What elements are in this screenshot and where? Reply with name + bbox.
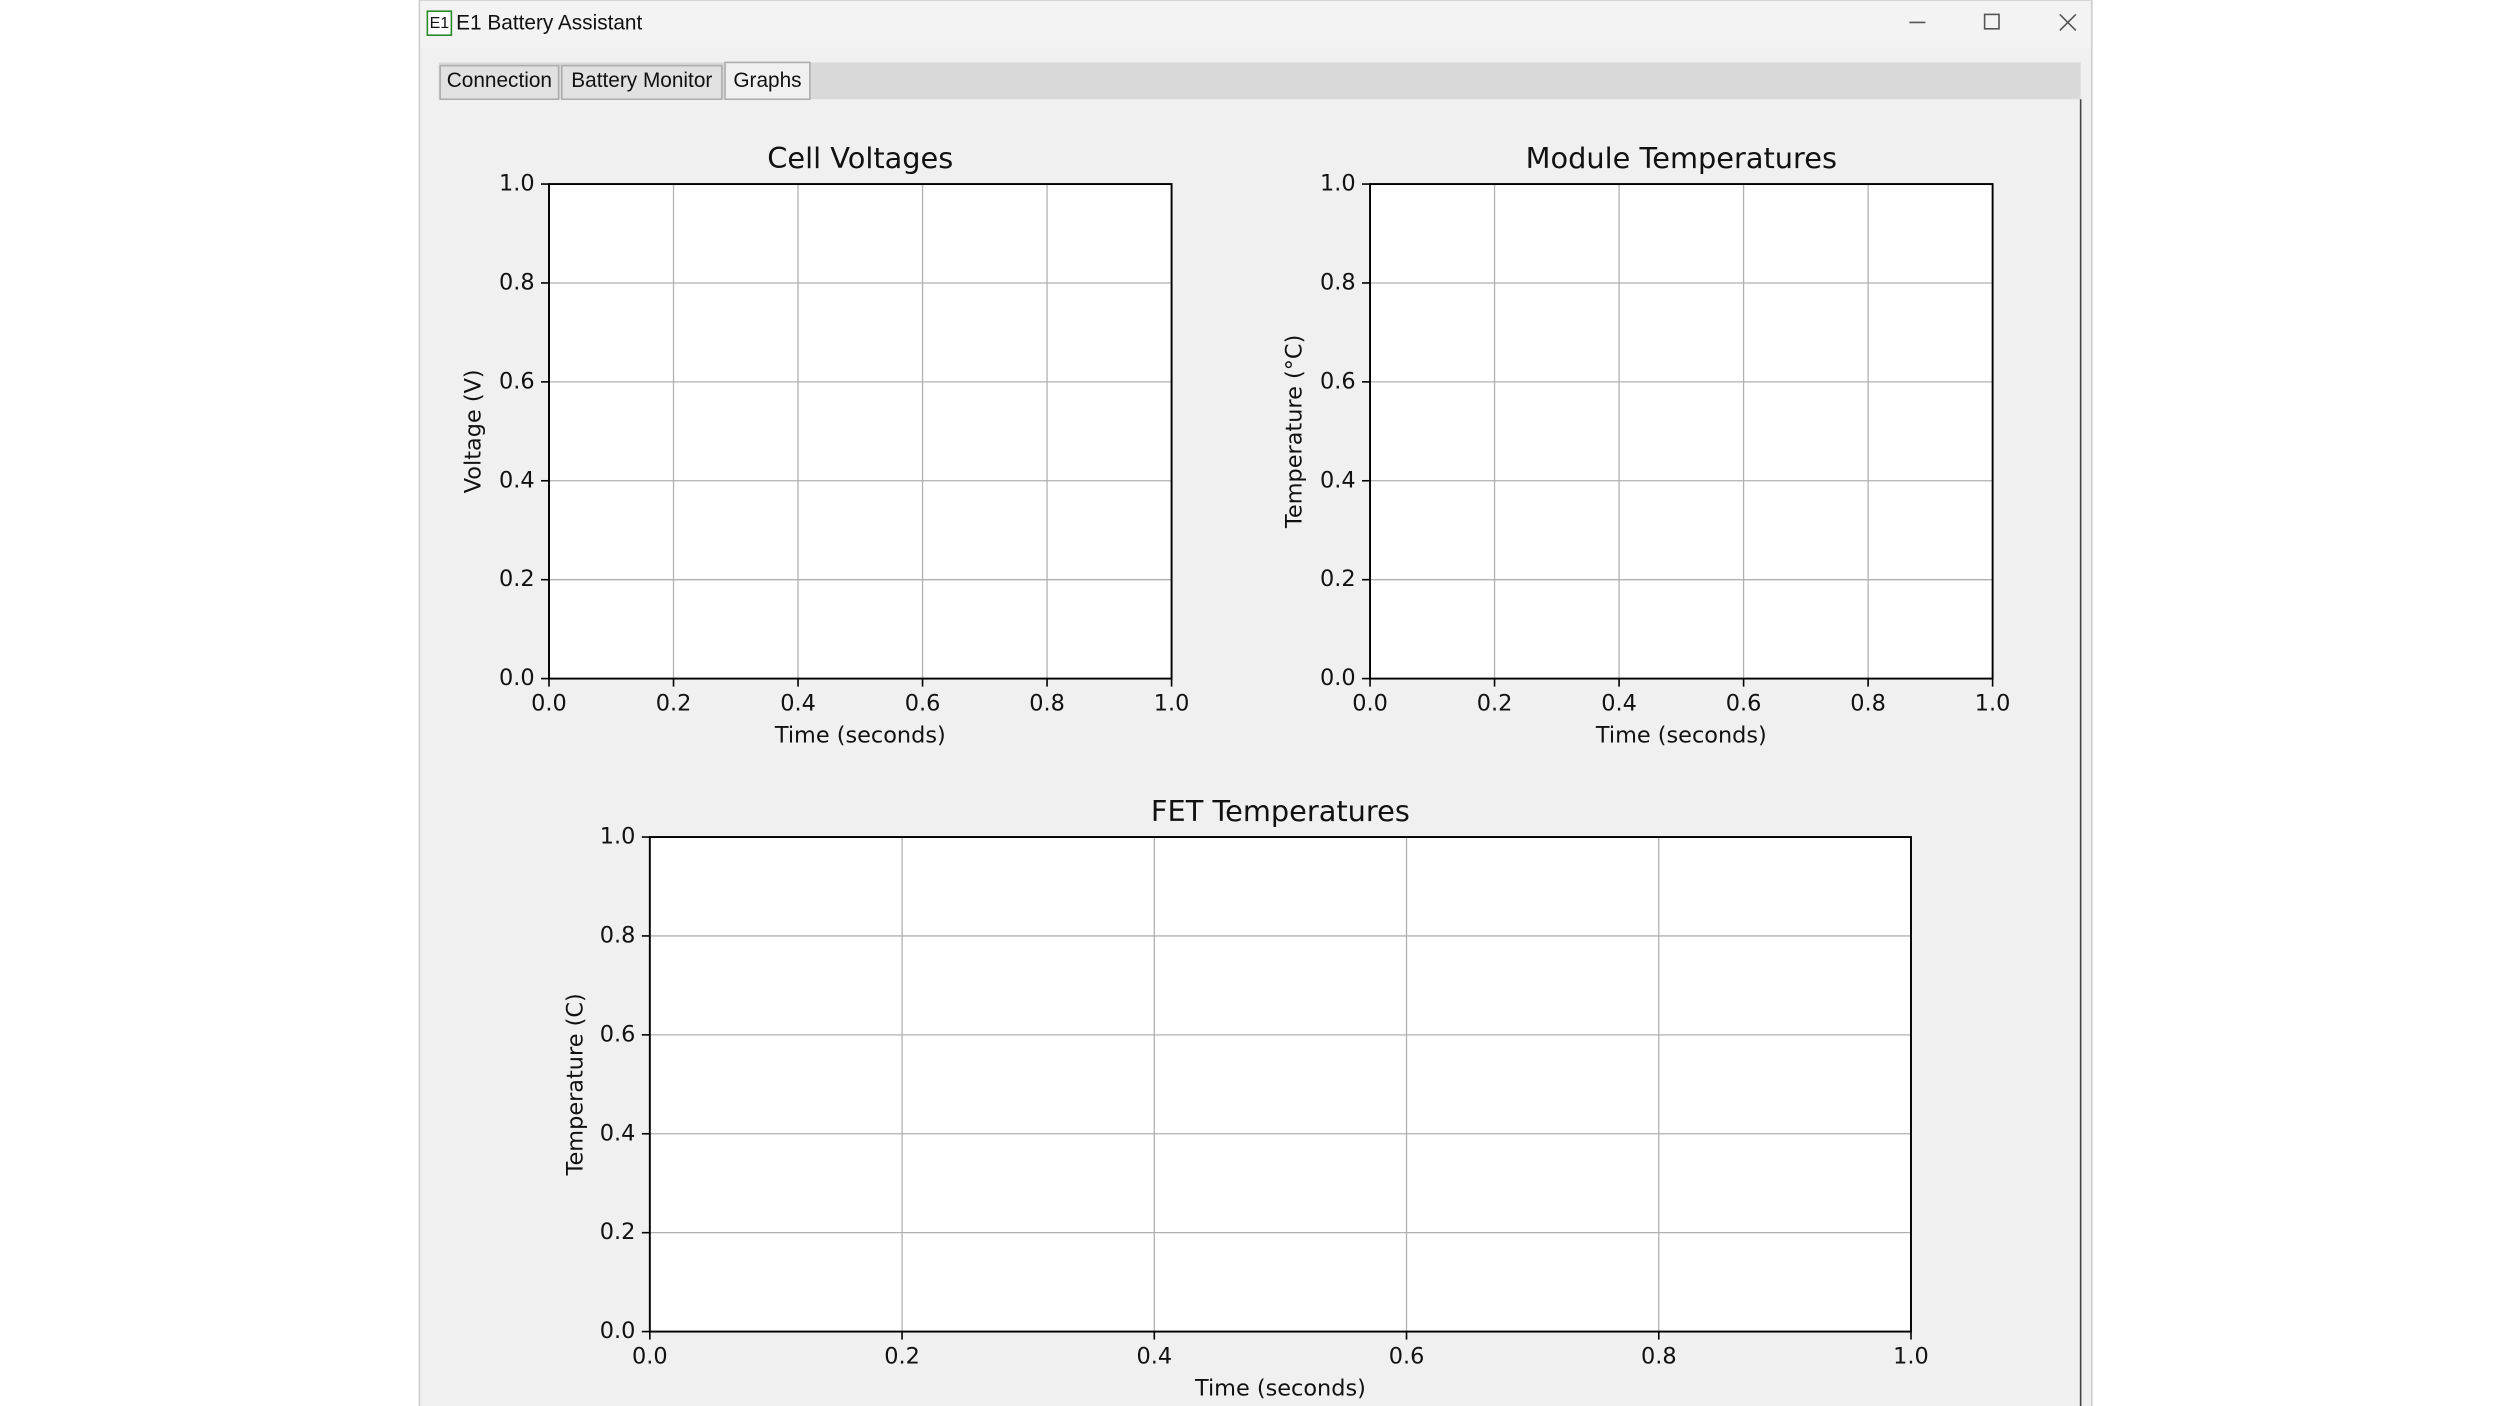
chart-title: FET Temperatures — [1151, 794, 1410, 828]
y-tick-label: 0.4 — [499, 467, 535, 493]
plot-area — [1370, 184, 1993, 679]
tab[interactable] — [561, 64, 723, 101]
y-axis-label: Voltage (V) — [460, 369, 486, 493]
x-tick-label: 0.2 — [656, 691, 692, 717]
content-border — [2079, 99, 2082, 1406]
plot-area — [549, 184, 1172, 679]
tab-label[interactable]: Graphs — [733, 69, 801, 92]
x-tick-label: 0.6 — [1726, 691, 1762, 717]
x-tick-label: 0.6 — [905, 691, 941, 717]
y-tick-label: 0.0 — [1320, 665, 1356, 691]
tab-label[interactable]: Connection — [447, 69, 552, 92]
plot-frame — [648, 836, 1912, 1333]
x-tick-label: 0.0 — [1352, 691, 1388, 717]
maximize-button[interactable] — [1983, 13, 2000, 30]
y-tick-label: 1.0 — [1320, 171, 1356, 197]
x-tick-label: 0.8 — [1029, 691, 1065, 717]
x-tick-label: 1.0 — [1975, 691, 2011, 717]
x-tick-label: 1.0 — [1893, 1344, 1929, 1370]
y-tick-label: 0.8 — [600, 922, 636, 948]
tab[interactable] — [724, 61, 811, 101]
y-tick-label: 0.6 — [1320, 368, 1356, 394]
y-tick-label: 0.6 — [499, 368, 535, 394]
y-tick-label: 0.6 — [600, 1021, 636, 1047]
y-tick-label: 0.0 — [600, 1318, 636, 1344]
x-axis-label: Time (seconds) — [1595, 723, 1767, 749]
x-tick-label: 1.0 — [1154, 691, 1190, 717]
tab[interactable] — [439, 64, 560, 101]
x-tick-label: 0.0 — [632, 1344, 668, 1370]
x-axis-label: Time (seconds) — [1194, 1376, 1366, 1402]
app-icon — [426, 10, 453, 37]
y-tick-label: 0.4 — [600, 1120, 636, 1146]
y-tick-label: 0.2 — [1320, 566, 1356, 592]
y-tick-label: 0.2 — [499, 566, 535, 592]
chart-title: Cell Voltages — [767, 141, 953, 175]
plot-frame — [1369, 183, 1994, 680]
tab-label[interactable]: Battery Monitor — [571, 69, 712, 92]
x-tick-label: 0.6 — [1389, 1344, 1425, 1370]
y-tick-label: 0.0 — [499, 665, 535, 691]
app-icon-text: E1 — [430, 15, 450, 32]
plot-frame — [548, 183, 1173, 680]
y-tick-label: 0.8 — [1320, 269, 1356, 295]
x-tick-label: 0.0 — [531, 691, 567, 717]
x-tick-label: 0.8 — [1850, 691, 1886, 717]
x-tick-label: 0.2 — [884, 1344, 920, 1370]
x-tick-label: 0.8 — [1641, 1344, 1677, 1370]
y-axis-label: Temperature (C) — [563, 993, 589, 1176]
title-bar — [420, 1, 2091, 49]
y-tick-label: 0.2 — [600, 1219, 636, 1245]
x-tick-label: 0.4 — [1136, 1344, 1172, 1370]
y-axis-label: Temperature (°C) — [1281, 335, 1307, 529]
close-button[interactable] — [2059, 13, 2077, 31]
chart-title: Module Temperatures — [1526, 141, 1837, 175]
x-tick-label: 0.4 — [1601, 691, 1637, 717]
y-tick-label: 0.8 — [499, 269, 535, 295]
x-axis-label: Time (seconds) — [774, 723, 946, 749]
y-tick-label: 1.0 — [499, 171, 535, 197]
plot-area — [649, 837, 1911, 1332]
y-tick-label: 1.0 — [600, 824, 636, 850]
window-title: E1 Battery Assistant — [456, 12, 642, 35]
x-tick-label: 0.4 — [780, 691, 816, 717]
y-tick-label: 0.4 — [1320, 467, 1356, 493]
x-tick-label: 0.2 — [1477, 691, 1513, 717]
